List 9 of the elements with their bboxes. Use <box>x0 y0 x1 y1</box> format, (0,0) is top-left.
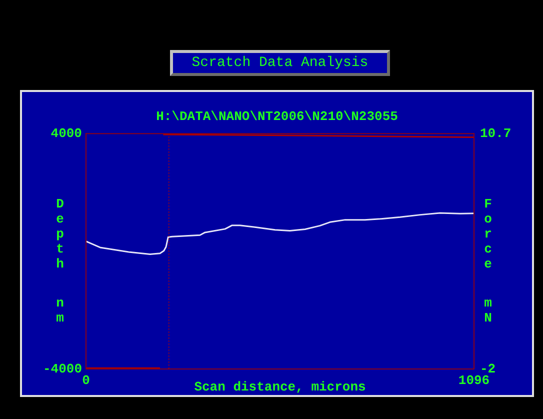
x-axis-title: Scan distance, microns <box>194 379 366 394</box>
chart-title: Scratch Data Analysis <box>170 50 390 76</box>
y-tick-label: 4000 <box>50 126 82 141</box>
chart-subtitle: H:\DATA\NANO\NT2006\N210\N23055 <box>156 109 398 124</box>
y-tick-label: -4000 <box>42 361 82 376</box>
text: Force mN <box>484 196 492 326</box>
text: Depth nm <box>56 196 64 326</box>
y2-tick-label: 10.7 <box>480 126 512 141</box>
x-tick-label: 0 <box>82 373 90 388</box>
